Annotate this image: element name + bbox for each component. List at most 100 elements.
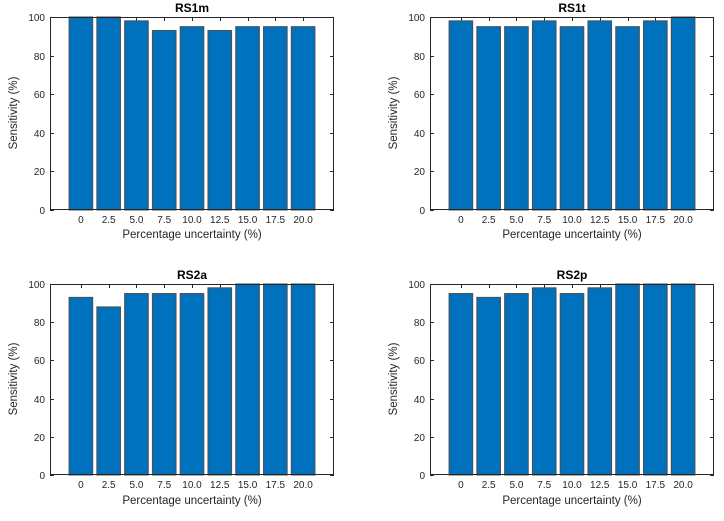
bar-rs2a-10.0: [179, 293, 205, 476]
bar-rs1m-12.5: [207, 30, 233, 211]
x-tick-label: 12.5: [210, 480, 230, 491]
bar-rs1m-0: [68, 16, 94, 211]
y-tick-label: 80: [34, 318, 46, 329]
x-tick-label: 5.0: [509, 480, 523, 491]
y-tick-label: 100: [408, 280, 425, 291]
bar-rs2p-5.0: [504, 293, 529, 476]
x-tick-label: 15.0: [238, 215, 258, 226]
bar-rs1m-20.0: [290, 26, 316, 211]
bar-rs2a-7.5: [151, 293, 177, 476]
y-tick-label: 60: [34, 90, 46, 101]
bar-rs1t-20.0: [670, 16, 696, 211]
y-tick-label: 80: [34, 52, 46, 63]
x-tick-label: 2.5: [102, 215, 116, 226]
y-tick-label: 40: [34, 129, 46, 140]
axes-box: [430, 17, 714, 210]
x-tick-label: 5.0: [129, 480, 143, 491]
bar-rs1m-17.5: [263, 26, 288, 211]
x-tick-label: 17.5: [266, 480, 286, 491]
x-tick-label: 20.0: [673, 215, 693, 226]
bar-rs1t-7.5: [531, 20, 557, 211]
x-tick-label: 0: [78, 215, 84, 226]
y-tick-label: 60: [34, 356, 46, 367]
bar-rs2a-5.0: [124, 293, 149, 476]
x-tick-label: 2.5: [482, 480, 496, 491]
bar-rs1t-0: [448, 20, 474, 211]
y-tick-label: 80: [414, 318, 426, 329]
y-tick-label: 20: [34, 167, 46, 178]
x-tick-label: 10.0: [182, 480, 202, 491]
x-tick-label: 7.5: [537, 215, 551, 226]
bar-rs2a-0: [68, 296, 94, 476]
bar-rs1m-15.0: [235, 26, 260, 211]
axes-box: [50, 17, 334, 210]
y-tick-label: 20: [34, 433, 46, 444]
bar-rs2p-17.5: [643, 283, 668, 476]
y-tick-label: 0: [39, 206, 45, 217]
y-tick-label: 80: [414, 52, 426, 63]
bar-rs2p-15.0: [615, 283, 640, 476]
x-tick-label: 5.0: [129, 215, 143, 226]
bar-rs2a-12.5: [207, 287, 233, 476]
y-tick-label: 40: [414, 129, 426, 140]
bar-rs2p-20.0: [670, 283, 696, 476]
y-tick-label: 60: [414, 90, 426, 101]
x-tick-label: 15.0: [618, 480, 638, 491]
x-tick-label: 20.0: [293, 215, 313, 226]
x-tick-label: 17.5: [646, 215, 666, 226]
bar-rs2a-17.5: [263, 283, 288, 476]
x-tick-label: 15.0: [618, 215, 638, 226]
x-tick-label: 15.0: [238, 480, 258, 491]
bar-rs1m-10.0: [179, 26, 205, 211]
x-tick-label: 17.5: [266, 215, 286, 226]
y-tick-label: 100: [28, 13, 45, 24]
x-tick-label: 20.0: [673, 480, 693, 491]
y-tick-label: 0: [419, 206, 425, 217]
y-tick-label: 20: [414, 167, 426, 178]
y-tick-label: 40: [34, 395, 46, 406]
bar-rs1m-7.5: [151, 30, 177, 211]
y-tick-label: 0: [39, 471, 45, 482]
bar-rs1t-10.0: [559, 26, 585, 211]
bar-rs2a-20.0: [290, 283, 316, 476]
x-tick-label: 7.5: [537, 480, 551, 491]
x-tick-label: 7.5: [157, 215, 171, 226]
y-tick-label: 20: [414, 433, 426, 444]
bar-rs1m-2.5: [96, 16, 121, 211]
y-tick-label: 100: [408, 13, 425, 24]
bar-rs1m-5.0: [124, 20, 149, 211]
bar-rs2p-2.5: [476, 296, 501, 476]
x-tick-label: 10.0: [182, 215, 202, 226]
x-tick-label: 2.5: [102, 480, 116, 491]
x-tick-label: 2.5: [482, 215, 496, 226]
x-tick-label: 0: [458, 215, 464, 226]
bar-rs2p-12.5: [587, 287, 613, 476]
bar-rs1t-17.5: [643, 20, 668, 211]
bar-rs1t-12.5: [587, 20, 613, 211]
bar-rs2a-2.5: [96, 306, 121, 476]
bar-rs2a-15.0: [235, 283, 260, 476]
x-tick-label: 17.5: [646, 480, 666, 491]
x-tick-label: 10.0: [562, 480, 582, 491]
x-tick-label: 10.0: [562, 215, 582, 226]
axes-box: [50, 284, 334, 475]
y-tick-label: 100: [28, 280, 45, 291]
axes-box: [430, 284, 714, 475]
x-tick-label: 0: [78, 480, 84, 491]
x-tick-label: 12.5: [210, 215, 230, 226]
bar-rs2p-0: [448, 293, 474, 476]
x-tick-label: 20.0: [293, 480, 313, 491]
x-tick-label: 7.5: [157, 480, 171, 491]
x-tick-label: 12.5: [590, 480, 610, 491]
bar-rs2p-10.0: [559, 293, 585, 476]
bar-rs1t-5.0: [504, 26, 529, 211]
bar-rs1t-15.0: [615, 26, 640, 211]
y-tick-label: 60: [414, 356, 426, 367]
y-tick-label: 40: [414, 395, 426, 406]
x-tick-label: 5.0: [509, 215, 523, 226]
x-tick-label: 0: [458, 480, 464, 491]
bar-rs1t-2.5: [476, 26, 501, 211]
bar-rs2p-7.5: [531, 287, 557, 476]
